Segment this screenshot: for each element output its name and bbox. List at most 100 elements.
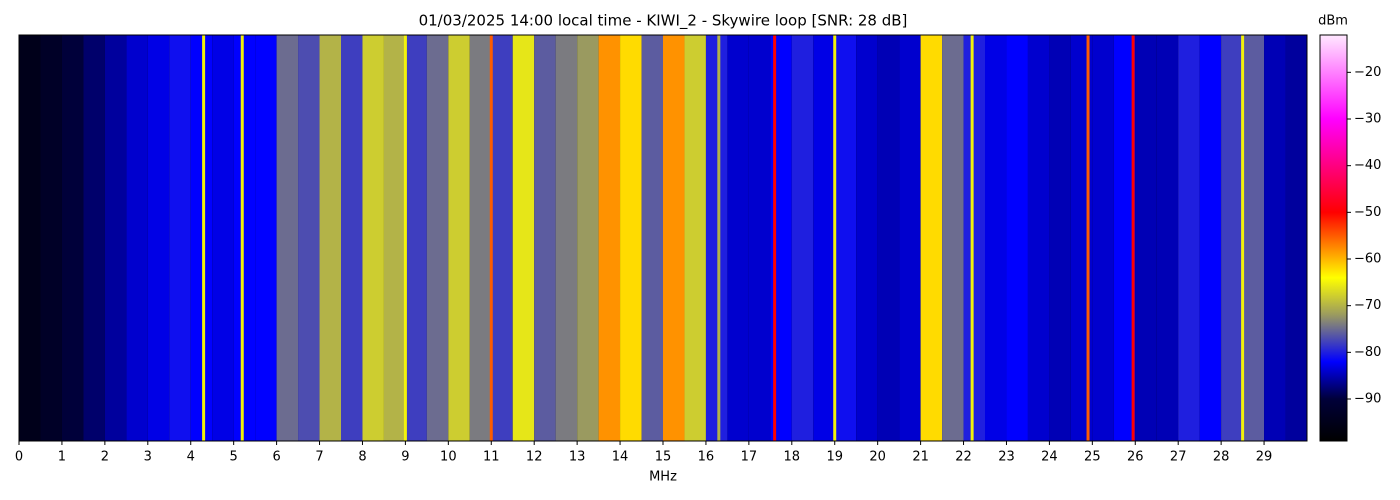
frequency-band	[834, 35, 857, 441]
frequency-band	[1006, 35, 1028, 441]
frequency-band	[1092, 35, 1114, 441]
frequency-band	[469, 35, 492, 441]
frequency-band	[233, 35, 256, 441]
x-tick-label: 2	[101, 450, 109, 465]
frequency-band	[555, 35, 578, 441]
x-tick-label: 12	[526, 450, 543, 465]
colorbar-tick-label: −20	[1354, 65, 1381, 80]
x-tick-label: 13	[569, 450, 586, 465]
frequency-band	[40, 35, 62, 441]
carrier-line	[773, 35, 777, 441]
carrier-line	[833, 35, 837, 441]
colorbar-tick-label: −60	[1354, 252, 1381, 267]
frequency-band	[512, 35, 535, 441]
frequency-band	[1285, 35, 1307, 441]
x-tick-label: 28	[1213, 450, 1230, 465]
frequency-band	[190, 35, 213, 441]
x-tick-label: 16	[698, 450, 715, 465]
frequency-band	[126, 35, 148, 441]
x-tick-label: 24	[1041, 450, 1058, 465]
x-tick-label: 3	[144, 450, 152, 465]
frequency-band	[727, 35, 749, 441]
frequency-band	[147, 35, 170, 441]
x-tick-label: 0	[15, 450, 23, 465]
colorbar-tick-label: −50	[1354, 205, 1381, 220]
frequency-band	[620, 35, 642, 441]
x-tick-label: 27	[1170, 450, 1187, 465]
frequency-band	[298, 35, 320, 441]
frequency-band	[813, 35, 835, 441]
x-tick-label: 19	[826, 450, 843, 465]
frequency-band	[1027, 35, 1050, 441]
frequency-band	[212, 35, 234, 441]
x-axis-label: MHz	[649, 470, 677, 485]
frequency-band	[341, 35, 363, 441]
carrier-line	[489, 35, 493, 441]
x-tick-label: 21	[912, 450, 929, 465]
frequency-band	[1049, 35, 1071, 441]
frequency-band	[1178, 35, 1200, 441]
frequency-band	[448, 35, 470, 441]
x-tick-label: 15	[655, 450, 672, 465]
frequency-band	[1135, 35, 1157, 441]
carrier-line	[717, 35, 721, 441]
frequency-band	[83, 35, 105, 441]
frequency-band	[705, 35, 728, 441]
frequency-band	[641, 35, 663, 441]
frequency-band	[19, 35, 41, 441]
frequency-band	[104, 35, 127, 441]
carrier-line	[1131, 35, 1135, 441]
frequency-band	[598, 35, 621, 441]
x-tick-label: 11	[483, 450, 500, 465]
frequency-band	[684, 35, 706, 441]
frequency-band	[577, 35, 599, 441]
carrier-line	[240, 35, 244, 441]
frequency-band	[1156, 35, 1179, 441]
x-tick-label: 22	[955, 450, 972, 465]
frequency-band	[877, 35, 900, 441]
x-tick-label: 10	[440, 450, 457, 465]
x-tick-label: 23	[998, 450, 1015, 465]
x-tick-label: 7	[315, 450, 323, 465]
x-tick-label: 5	[230, 450, 238, 465]
x-tick-label: 9	[401, 450, 409, 465]
x-tick-label: 1	[58, 450, 66, 465]
frequency-band	[169, 35, 191, 441]
frequency-band	[963, 35, 985, 441]
frequency-band	[383, 35, 406, 441]
colorbar-label: dBm	[1318, 14, 1348, 29]
x-tick-label: 26	[1127, 450, 1144, 465]
frequency-band	[405, 35, 427, 441]
frequency-band	[748, 35, 771, 441]
colorbar-tick-label: −70	[1354, 298, 1381, 313]
frequency-band	[362, 35, 384, 441]
colorbar-tick-label: −80	[1354, 345, 1381, 360]
x-tick-label: 8	[358, 450, 366, 465]
chart-title: 01/03/2025 14:00 local time - KIWI_2 - S…	[419, 12, 908, 31]
frequency-band	[276, 35, 299, 441]
frequency-band	[319, 35, 341, 441]
carrier-line	[202, 35, 206, 441]
x-tick-label: 29	[1256, 450, 1273, 465]
frequency-band	[255, 35, 277, 441]
colorbar-tick-label: −40	[1354, 158, 1381, 173]
frequency-band	[426, 35, 449, 441]
frequency-band	[985, 35, 1007, 441]
frequency-band	[534, 35, 556, 441]
x-tick-label: 18	[784, 450, 801, 465]
frequency-band	[663, 35, 685, 441]
colorbar	[1319, 34, 1348, 442]
carrier-line	[970, 35, 974, 441]
frequency-band	[899, 35, 921, 441]
colorbar-tick-label: −30	[1354, 112, 1381, 127]
x-tick-label: 17	[741, 450, 758, 465]
carrier-line	[1241, 35, 1245, 441]
frequency-band	[1113, 35, 1136, 441]
frequency-band	[1221, 35, 1243, 441]
frequency-band	[1242, 35, 1265, 441]
x-tick-label: 20	[869, 450, 886, 465]
frequency-band	[856, 35, 878, 441]
frequency-band	[920, 35, 943, 441]
carrier-line	[403, 35, 407, 441]
